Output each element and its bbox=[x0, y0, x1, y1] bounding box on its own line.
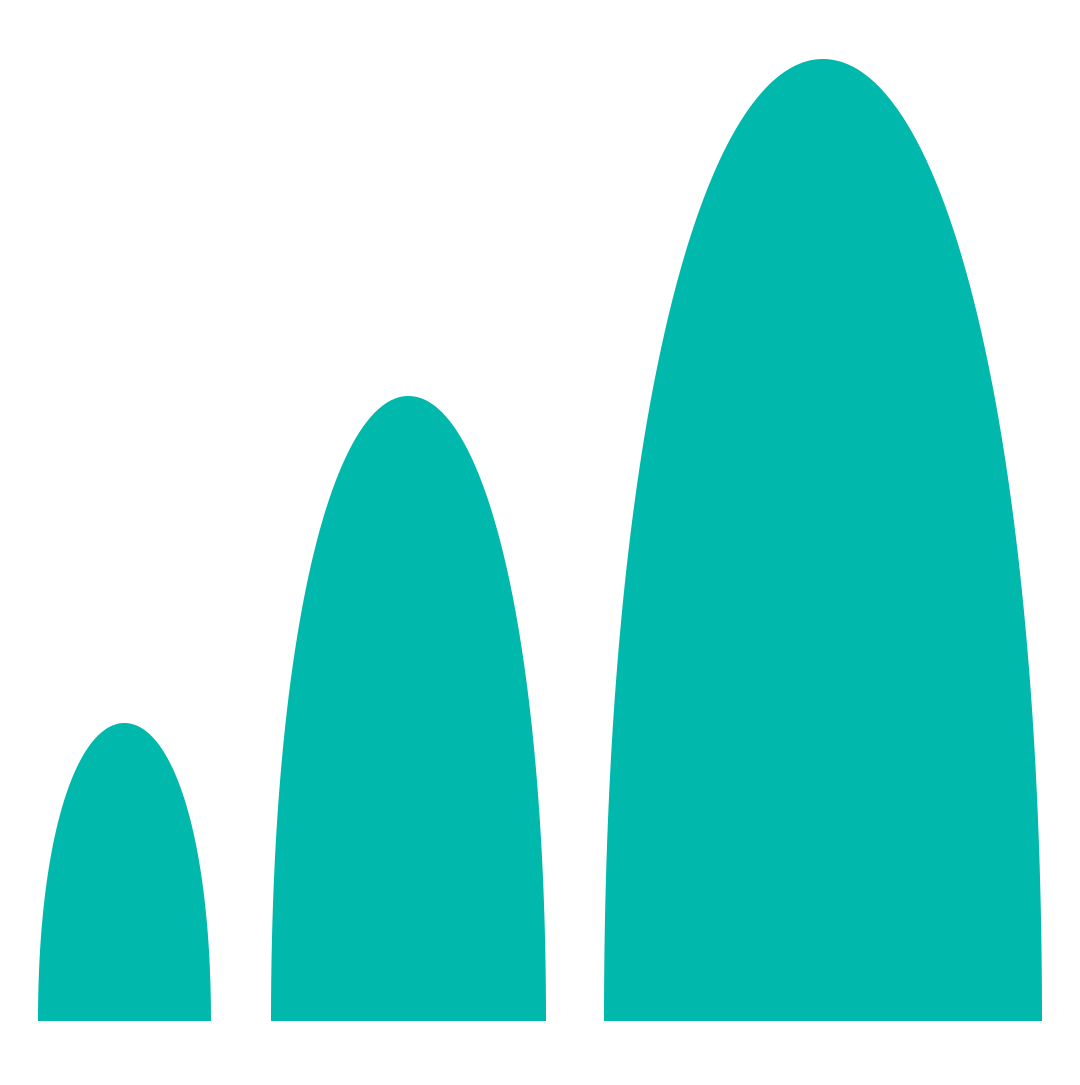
small-arch-shape bbox=[38, 723, 211, 1021]
medium-arch-shape bbox=[271, 396, 546, 1021]
large-arch-shape bbox=[604, 59, 1042, 1021]
